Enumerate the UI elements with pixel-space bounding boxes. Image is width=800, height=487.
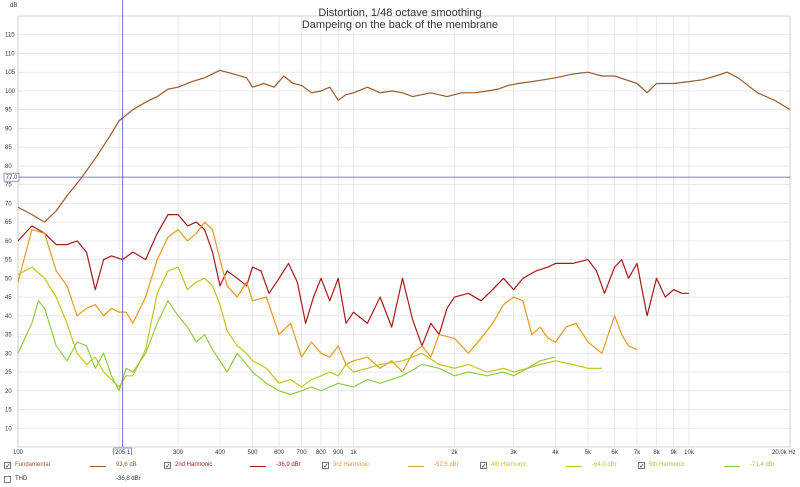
plot-border <box>17 15 791 448</box>
legend-item-2nd-harmonic: ✓ 2nd Harmonic -36,9 dBr <box>164 459 320 473</box>
legend-item-3rd-harmonic: ✓ 3rd Harmonic -52,5 dBr <box>322 459 478 473</box>
distortion-chart: 10 15 20 25 30 35 40 45 50 55 60 65 70 75 80 85 90 95 100 1… <box>3 0 796 455</box>
x-tick-label: 600 <box>274 450 285 455</box>
legend-label: 4th Harmonic <box>491 462 527 468</box>
y-tick-label: 30 <box>5 351 12 357</box>
x-tick-label: 300 <box>173 450 184 455</box>
legend-checkbox-thd[interactable] <box>4 476 11 483</box>
x-tick-label: 2k <box>451 450 458 455</box>
legend-value: -36,9 dBr <box>276 462 301 468</box>
legend-row-secondary: THD -36,8 dBr <box>0 473 800 487</box>
legend-swatch <box>250 466 266 467</box>
chart-title: Distortion, 1/48 octave smoothing <box>318 7 481 19</box>
x-tick-label: 7k <box>634 450 641 455</box>
legend-checkbox-fundamental[interactable]: ✓ <box>4 462 11 470</box>
y-tick-label: 75 <box>5 183 12 189</box>
series-line-5th-harmonic <box>17 300 556 396</box>
x-tick-label: 400 <box>215 450 226 455</box>
legend-value: -64,0 dBr <box>592 462 617 468</box>
x-tick-label: 8k <box>653 450 660 455</box>
chart-subtitle: Dampeing on the back of the membrane <box>302 19 498 31</box>
legend-value: -52,5 dBr <box>434 462 459 468</box>
legend-value: -36,8 dBr <box>116 476 141 482</box>
y-tick-label: 15 <box>5 408 12 414</box>
x-tick-label: 3k <box>510 450 517 455</box>
y-tick-label: 45 <box>5 295 12 301</box>
cursor-y-readout: 77.0 <box>6 175 18 181</box>
legend-label: 2nd Harmonic <box>175 462 213 468</box>
y-tick-label: 20 <box>5 389 12 395</box>
y-tick-label: 50 <box>5 276 12 282</box>
legend-checkbox-4th-harmonic[interactable]: ✓ <box>480 462 487 470</box>
cursor-x-readout: 205.1 <box>115 450 131 455</box>
legend-label: 3rd Harmonic <box>333 462 370 468</box>
grid <box>17 15 791 448</box>
y-tick-label: 25 <box>5 370 12 376</box>
y-tick-label: 90 <box>5 126 12 132</box>
y-tick-label: 70 <box>5 201 12 207</box>
legend-item-fundamental: ✓ Fundamental 93,6 dB <box>4 459 160 473</box>
legend-swatch <box>408 466 424 467</box>
series-line-fundamental <box>17 69 791 223</box>
series-line-2nd-harmonic <box>17 214 689 347</box>
x-tick-label: 500 <box>247 450 258 455</box>
series-lines <box>17 69 791 396</box>
y-tick-label: 100 <box>5 89 16 95</box>
x-tick-label: 10k <box>684 450 695 455</box>
x-tick-label: 9k <box>670 450 677 455</box>
x-tick-label: 800 <box>316 450 327 455</box>
y-tick-label: 85 <box>5 145 12 151</box>
legend-swatch <box>90 466 106 467</box>
legend-label: THD <box>15 476 28 482</box>
legend-label: Fundamental <box>15 462 51 468</box>
y-tick-label: 110 <box>5 51 15 57</box>
series-line-3rd-harmonic <box>17 221 638 373</box>
y-tick-label: 105 <box>5 70 16 76</box>
y-tick-label: 95 <box>5 108 12 114</box>
legend-checkbox-5th-harmonic[interactable]: ✓ <box>638 462 645 470</box>
y-tick-label: 115 <box>5 33 15 39</box>
legend: ✓ Fundamental 93,6 dB ✓ 2nd Harmonic -36,9 dB… <box>0 457 800 487</box>
x-axis-ticks: 1002003004005006007008009001k2k3k4k5k6k7… <box>13 450 796 455</box>
y-axis-unit: dB <box>10 3 17 9</box>
legend-item-4th-harmonic: ✓ 4th Harmonic -64,0 dBr <box>480 459 636 473</box>
legend-checkbox-3rd-harmonic[interactable]: ✓ <box>322 462 329 470</box>
legend-swatch <box>724 466 740 467</box>
cursor-x-readout-box <box>113 447 132 455</box>
cursor[interactable]: 77.0 205.1 <box>3 0 790 455</box>
y-tick-label: 65 <box>5 220 12 226</box>
x-tick-label: 700 <box>297 450 308 455</box>
y-axis-ticks: 10 15 20 25 30 35 40 45 50 55 60 65 70 75 80 85 90 95 100 1… <box>5 33 16 433</box>
y-tick-label: 10 <box>5 426 12 432</box>
cursor-y-readout-box <box>3 172 20 182</box>
y-tick-label: 40 <box>5 314 12 320</box>
y-tick-label: 80 <box>5 164 12 170</box>
x-tick-label: 1k <box>350 450 357 455</box>
legend-row-primary: ✓ Fundamental 93,6 dB ✓ 2nd Harmonic -36,9 dB… <box>0 459 800 473</box>
x-tick-label: 5k <box>585 450 592 455</box>
y-tick-label: 60 <box>5 239 12 245</box>
legend-value: -71,4 dBr <box>750 462 775 468</box>
x-tick-label: 20.0k Hz <box>772 450 796 455</box>
y-tick-label: 55 <box>5 258 12 264</box>
x-tick-label: 6k <box>611 450 618 455</box>
legend-item-thd: THD -36,8 dBr <box>4 473 160 487</box>
x-tick-label: 900 <box>333 450 344 455</box>
x-tick-label: 4k <box>552 450 559 455</box>
x-tick-label: 100 <box>13 450 24 455</box>
legend-value: 93,6 dB <box>116 462 137 468</box>
legend-swatch <box>566 466 582 467</box>
legend-item-5th-harmonic: ✓ 5th Harmonic -71,4 dBr <box>638 459 794 473</box>
y-tick-label: 35 <box>5 333 12 339</box>
legend-checkbox-2nd-harmonic[interactable]: ✓ <box>164 462 171 470</box>
legend-label: 5th Harmonic <box>649 462 685 468</box>
plot-background <box>18 16 790 447</box>
series-line-4th-harmonic <box>17 266 602 388</box>
